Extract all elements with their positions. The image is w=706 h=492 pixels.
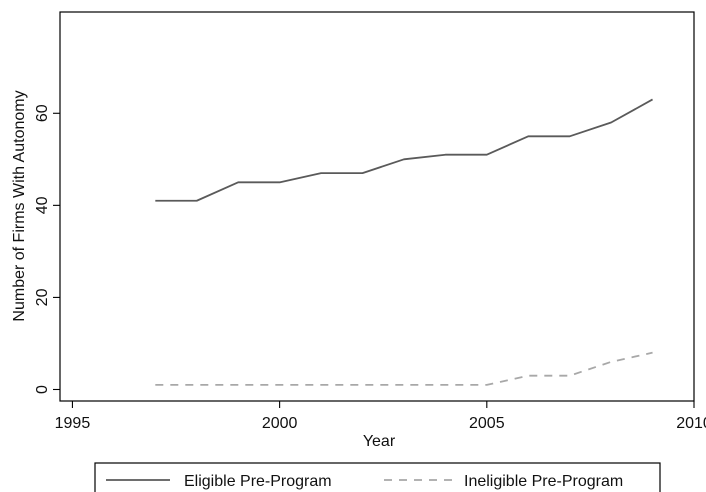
x-tick-label-2005: 2005 [469, 415, 505, 432]
plot-area-frame [59, 11, 695, 402]
y-tick-label-20: 20 [34, 288, 51, 306]
x-axis: 1995 2000 2005 2010 [55, 401, 706, 432]
series-line-ineligible [155, 351, 653, 386]
series-line-eligible [155, 98, 653, 202]
y-tick-label-60: 60 [34, 104, 51, 122]
x-tick-label-2000: 2000 [262, 415, 298, 432]
x-tick-label-2010: 2010 [676, 415, 706, 432]
legend-label-ineligible: Ineligible Pre-Program [464, 473, 623, 490]
y-axis-title: Number of Firms With Autonomy [11, 90, 28, 321]
x-tick-label-1995: 1995 [55, 415, 91, 432]
legend-label-eligible: Eligible Pre-Program [184, 473, 332, 490]
series-group [155, 98, 653, 386]
y-tick-label-40: 40 [34, 196, 51, 214]
legend-box [94, 462, 661, 492]
x-axis-title: Year [363, 433, 396, 450]
y-tick-label-0: 0 [34, 385, 51, 394]
y-axis: 0 20 40 60 [34, 104, 60, 394]
legend: Eligible Pre-Program Ineligible Pre-Prog… [94, 462, 661, 492]
